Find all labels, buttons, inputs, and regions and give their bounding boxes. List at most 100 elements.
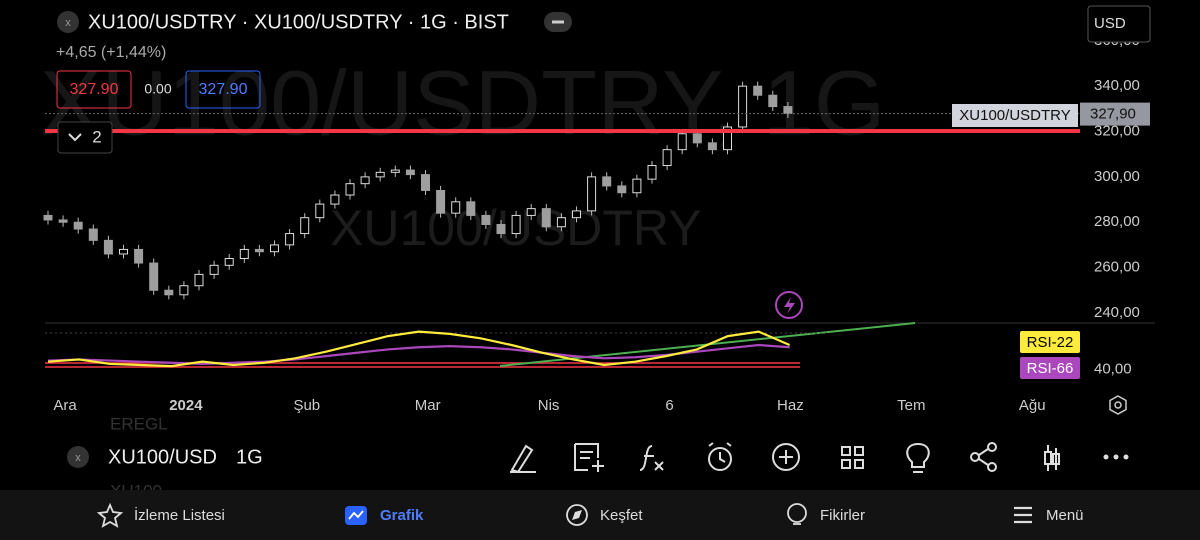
toolbar-symbol[interactable]: XU100/USD (108, 446, 217, 468)
close-button[interactable] (67, 446, 89, 468)
chevron (68, 133, 82, 142)
candle-body (179, 285, 189, 296)
buy-button[interactable] (185, 70, 261, 109)
legend-bg (1020, 331, 1080, 353)
ideas-icon[interactable] (906, 442, 930, 473)
candle-body (58, 219, 68, 223)
menu-icon[interactable] (1014, 506, 1032, 524)
candle-body (119, 248, 128, 255)
share-icon (987, 442, 997, 452)
candle-body (330, 194, 340, 205)
candle-body (602, 176, 612, 187)
sell-button[interactable] (56, 70, 132, 109)
candle-body (73, 221, 83, 230)
nav-item[interactable]: Grafik (380, 507, 424, 524)
candle-body (254, 248, 264, 253)
alert-icon[interactable] (775, 291, 803, 319)
candle-body (103, 239, 113, 255)
add-icon[interactable] (772, 443, 800, 471)
candle-body (436, 189, 446, 214)
candle-body (88, 228, 98, 241)
candle-body (315, 203, 325, 219)
chart-type-icon[interactable] (1044, 445, 1060, 471)
nav-item[interactable]: Menü (1046, 507, 1084, 524)
candle-body (466, 201, 476, 216)
nav-item[interactable]: Fikirler (820, 507, 865, 524)
watchlist-icon[interactable] (96, 502, 124, 528)
candle-body (194, 273, 204, 287)
add-icon (779, 450, 793, 464)
candle-body (617, 185, 627, 194)
x-tick-label: Ağu (1019, 397, 1046, 414)
watermark: XU100/USDTRY, 1G (40, 52, 885, 154)
candle-body (496, 223, 506, 235)
share-icon (978, 448, 989, 466)
nav-item[interactable]: Keşfet (600, 507, 643, 524)
share-icon (987, 462, 997, 472)
toolbar-interval[interactable]: 1G (236, 446, 263, 468)
candle-body (632, 178, 642, 194)
alert-icon (708, 442, 732, 463)
close-icon: x (75, 452, 81, 464)
indicator-count: 2 (92, 127, 101, 146)
x-tick-label: Nis (538, 397, 560, 414)
settings-icon[interactable] (1109, 395, 1127, 415)
legend-label: RSI-22 (1027, 334, 1074, 351)
share-icon[interactable] (970, 452, 980, 462)
candle-body (541, 208, 551, 228)
nav-item[interactable]: İzleme Listesi (134, 506, 225, 524)
candle-body (783, 106, 793, 114)
nav-bar (0, 490, 1200, 540)
candle-body (43, 214, 53, 221)
currency-button[interactable] (1087, 5, 1151, 43)
candle-body (390, 169, 400, 173)
candle-body (149, 262, 159, 291)
candle-body (511, 214, 521, 235)
candle-body (692, 133, 702, 144)
toolbar (0, 430, 1200, 490)
close-icon: x (65, 17, 71, 29)
candle-body (481, 214, 491, 225)
candle-body (270, 244, 279, 253)
y-tick-label: 320,00 (1094, 122, 1140, 139)
candle-body (723, 126, 732, 151)
candle-body (345, 183, 355, 196)
legend-label: RSI-66 (1027, 360, 1074, 377)
function-icon[interactable] (639, 445, 664, 471)
close-button[interactable] (57, 11, 79, 33)
y-tick-label: 240,00 (1094, 304, 1140, 321)
candle-body (164, 289, 174, 296)
candle-body (738, 85, 748, 128)
candle-body (526, 208, 536, 216)
settings-icon (1114, 401, 1122, 409)
candle-body (285, 233, 295, 246)
y-tick-label: 300,00 (1094, 168, 1140, 185)
candle-body (134, 248, 144, 264)
sell-price: 327.90 (70, 81, 119, 98)
y-tick-label: 260,00 (1094, 259, 1140, 276)
y-tick-label: 340,00 (1094, 77, 1140, 94)
explore-icon[interactable] (566, 504, 588, 526)
candle-body (360, 176, 370, 185)
x-tick-label: 6 (665, 397, 673, 414)
candle-body (662, 149, 672, 167)
add-note-icon[interactable] (574, 443, 604, 472)
candle-body (587, 176, 597, 212)
buy-price: 327.90 (199, 81, 248, 98)
candle-body (572, 210, 581, 219)
y-tick-label: 280,00 (1094, 213, 1140, 230)
candle-body (300, 217, 310, 235)
draw-icon[interactable] (510, 444, 536, 474)
alert-icon[interactable] (708, 447, 732, 471)
x-tick-label: Şub (293, 397, 320, 414)
chart-nav-icon (348, 510, 364, 520)
candle-body (451, 201, 461, 214)
candle-body (768, 94, 778, 108)
layout-icon[interactable] (841, 446, 864, 469)
y-tick-label: 40,00 (1094, 360, 1132, 377)
candle-body (239, 248, 249, 260)
legend-bg (1020, 357, 1080, 379)
ideas-nav-icon[interactable] (787, 503, 807, 523)
indicator-toggle[interactable] (57, 121, 113, 154)
